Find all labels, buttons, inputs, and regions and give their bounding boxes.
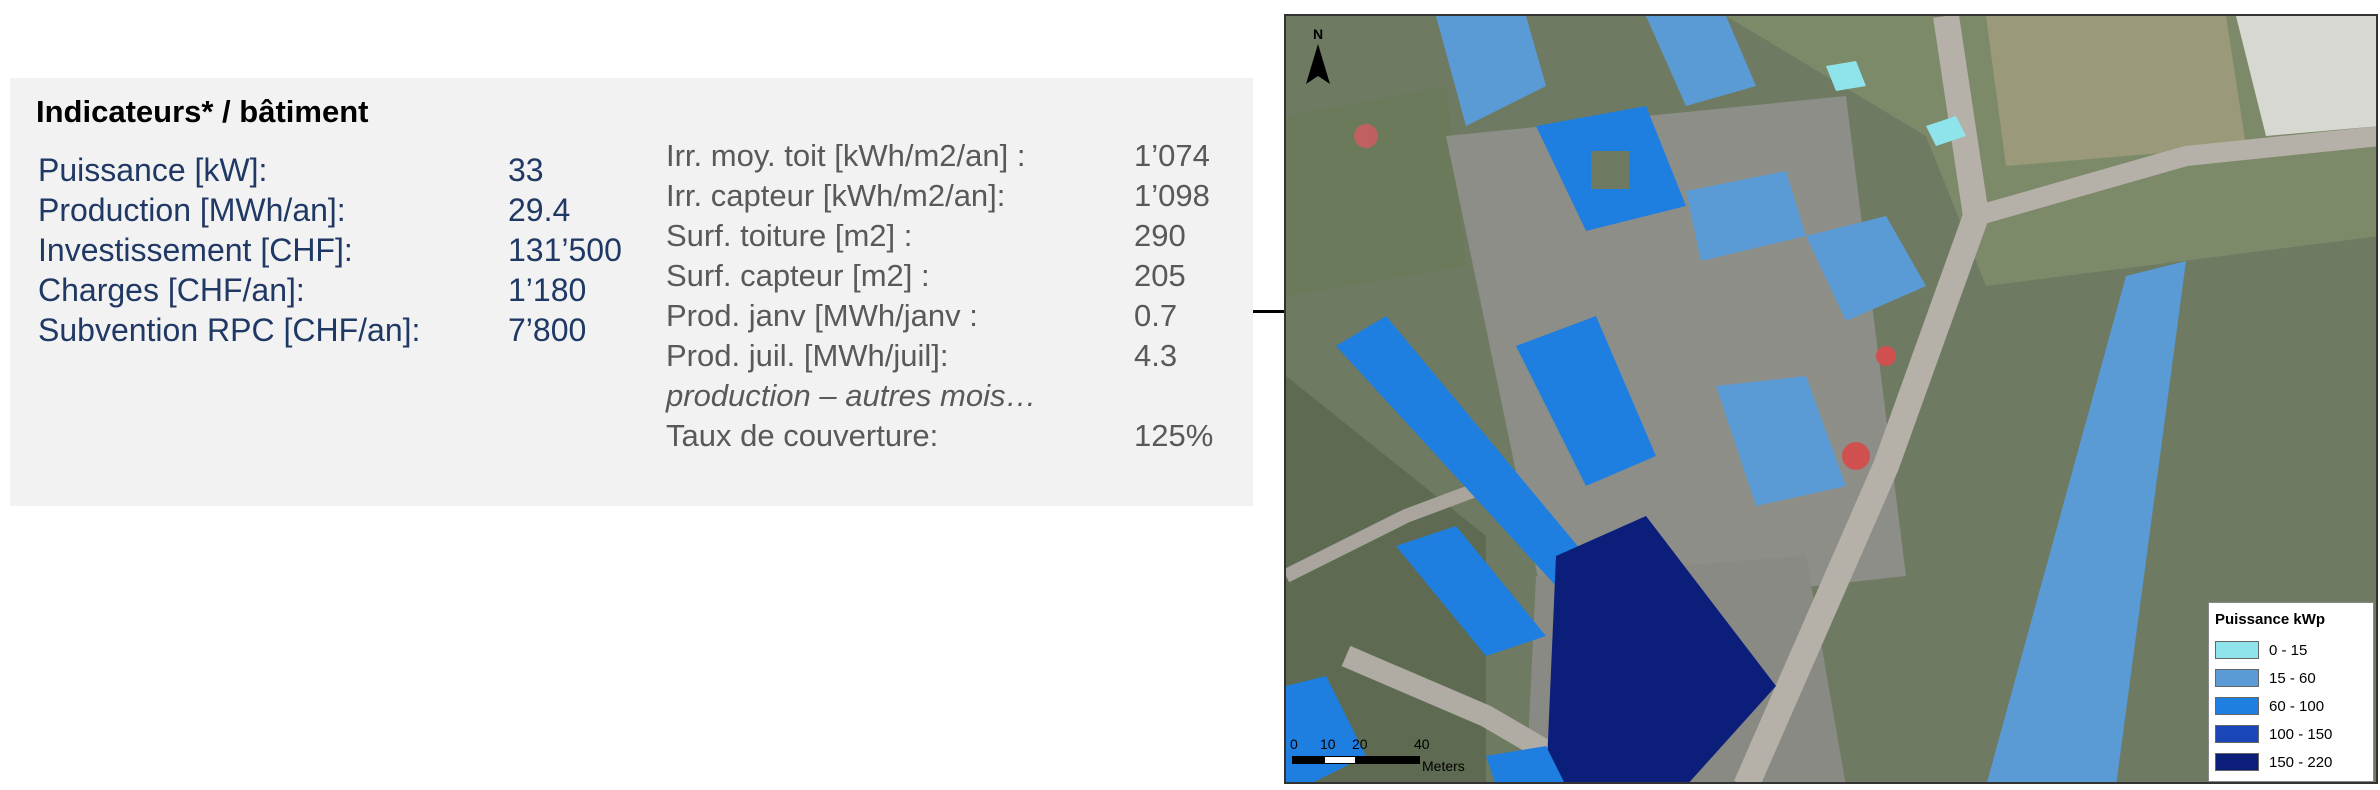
indicator-value: 33: [508, 152, 544, 188]
indicator-row: Irr. moy. toit [kWh/m2/an] : 1’074: [666, 138, 1213, 178]
road: [1973, 126, 2376, 226]
scale-label: 40: [1414, 736, 1430, 752]
legend-swatch: [2215, 753, 2259, 771]
indicator-row: Production [MWh/an]: 29.4: [38, 192, 622, 232]
north-label: N: [1313, 26, 1324, 42]
roof-150-220: [1546, 516, 1776, 782]
indicator-label: Prod. juil. [MWh/juil]:: [666, 338, 949, 373]
indicator-row: Irr. capteur [kWh/m2/an]: 1’098: [666, 178, 1213, 218]
roof-15-60: [1716, 376, 1846, 506]
aerial-map: N 0 10 20 40 Meters Puissance kWp 0 - 15…: [1284, 14, 2378, 784]
map-layer: [1286, 16, 2376, 782]
roof-60-100: [1516, 316, 1656, 486]
roof-15-60: [1806, 216, 1926, 321]
legend-item: 15 - 60: [2215, 664, 2367, 692]
indicator-value: 7’800: [508, 312, 587, 348]
building-indicators-right: Irr. moy. toit [kWh/m2/an] : 1’074 Irr. …: [666, 138, 1213, 458]
roof-0-15: [1826, 61, 1866, 91]
legend-item: 60 - 100: [2215, 692, 2367, 720]
indicator-value: 1’074: [1134, 138, 1210, 173]
indicator-row: Prod. juil. [MWh/juil]: 4.3: [666, 338, 1213, 378]
roof-60-100: [1336, 316, 1586, 586]
roof-60-100: [1396, 526, 1546, 656]
legend-swatch: [2215, 669, 2259, 687]
legend-swatch: [2215, 641, 2259, 659]
indicator-row: Surf. capteur [m2] : 205: [666, 258, 1213, 298]
marking: [1354, 124, 1378, 148]
road: [1734, 16, 1990, 782]
indicator-value: 131’500: [508, 232, 622, 268]
production-note-row: production – autres mois…: [666, 378, 1213, 418]
roof-15-60: [1686, 171, 1806, 261]
indicator-value: 4.3: [1134, 338, 1178, 373]
indicator-row: Surf. toiture [m2] : 290: [666, 218, 1213, 258]
indicator-value: 1’098: [1134, 178, 1210, 213]
legend-label: 60 - 100: [2269, 697, 2325, 715]
legend-item: 100 - 150: [2215, 720, 2367, 748]
legend-swatch: [2215, 697, 2259, 715]
scale-unit: Meters: [1422, 758, 1465, 774]
legend-item: 0 - 15: [2215, 636, 2367, 664]
marking: [1876, 346, 1896, 366]
indicator-label: Irr. moy. toit [kWh/m2/an] :: [666, 138, 1026, 173]
field-area: [1986, 16, 2246, 166]
scale-label: 20: [1352, 736, 1368, 752]
scale-segment: [1292, 756, 1324, 764]
indicator-label: Production [MWh/an]:: [38, 192, 346, 228]
indicator-row: Puissance [kW]: 33: [38, 152, 622, 192]
legend-swatch: [2215, 725, 2259, 743]
legend-item: 150 - 220: [2215, 748, 2367, 776]
indicator-label: Prod. janv [MWh/janv :: [666, 298, 978, 333]
indicator-row: Prod. janv [MWh/janv : 0.7: [666, 298, 1213, 338]
indicator-label: Surf. toiture [m2] :: [666, 218, 913, 253]
legend-label: 15 - 60: [2269, 669, 2316, 687]
scale-label: 0: [1290, 736, 1298, 752]
scale-label: 10: [1320, 736, 1336, 752]
indicator-label: Surf. capteur [m2] :: [666, 258, 930, 293]
north-arrow-icon: [1306, 44, 1330, 84]
indicator-label: Investissement [CHF]:: [38, 232, 353, 268]
indicator-label: Irr. capteur [kWh/m2/an]:: [666, 178, 1006, 213]
coverage-row: Taux de couverture: 125%: [666, 418, 1213, 458]
roof-15-60: [1436, 16, 1546, 126]
roof-15-60: [1987, 261, 2186, 782]
indicator-value: 205: [1134, 258, 1186, 293]
path: [1286, 479, 1489, 583]
roof-60-100: [1286, 676, 1366, 782]
coverage-value: 125%: [1134, 418, 1214, 453]
marking: [1842, 442, 1870, 470]
panel-title: Indicateurs* / bâtiment: [36, 94, 369, 129]
stadium-area: [2236, 16, 2376, 136]
roof-60-100: [1486, 746, 1564, 782]
scale-bar: 0 10 20 40 Meters: [1290, 736, 1520, 780]
building-indicators-left: Puissance [kW]: 33 Production [MWh/an]: …: [38, 152, 622, 352]
production-note: production – autres mois…: [666, 378, 1037, 413]
scale-segment: [1324, 756, 1356, 764]
indicator-label: Charges [CHF/an]:: [38, 272, 305, 308]
indicator-label: Subvention RPC [CHF/an]:: [38, 312, 421, 348]
north-arrow: N: [1298, 26, 1338, 96]
legend-label: 0 - 15: [2269, 641, 2308, 659]
roof-0-15: [1926, 116, 1966, 146]
indicator-row: Subvention RPC [CHF/an]: 7’800: [38, 312, 622, 352]
indicator-panel: Indicateurs* / bâtiment Puissance [kW]: …: [10, 78, 1253, 506]
indicator-row: Charges [CHF/an]: 1’180: [38, 272, 622, 312]
park-area: [1286, 86, 1466, 296]
legend-label: 100 - 150: [2269, 725, 2333, 743]
coverage-label: Taux de couverture:: [666, 418, 939, 453]
indicator-value: 1’180: [508, 272, 587, 308]
indicator-label: Puissance [kW]:: [38, 152, 268, 188]
indicator-value: 29.4: [508, 192, 571, 228]
legend-title: Puissance kWp: [2215, 611, 2326, 628]
indicator-value: 290: [1134, 218, 1186, 253]
indicator-row: Investissement [CHF]: 131’500: [38, 232, 622, 272]
legend-label: 150 - 220: [2269, 753, 2333, 771]
indicator-value: 0.7: [1134, 298, 1178, 333]
roof-15-60: [1646, 16, 1756, 106]
map-legend: Puissance kWp 0 - 15 15 - 60 60 - 100 10…: [2208, 602, 2374, 782]
scale-segment: [1356, 756, 1420, 764]
park-area: [1286, 376, 1486, 782]
roof-courtyard: [1591, 151, 1629, 189]
